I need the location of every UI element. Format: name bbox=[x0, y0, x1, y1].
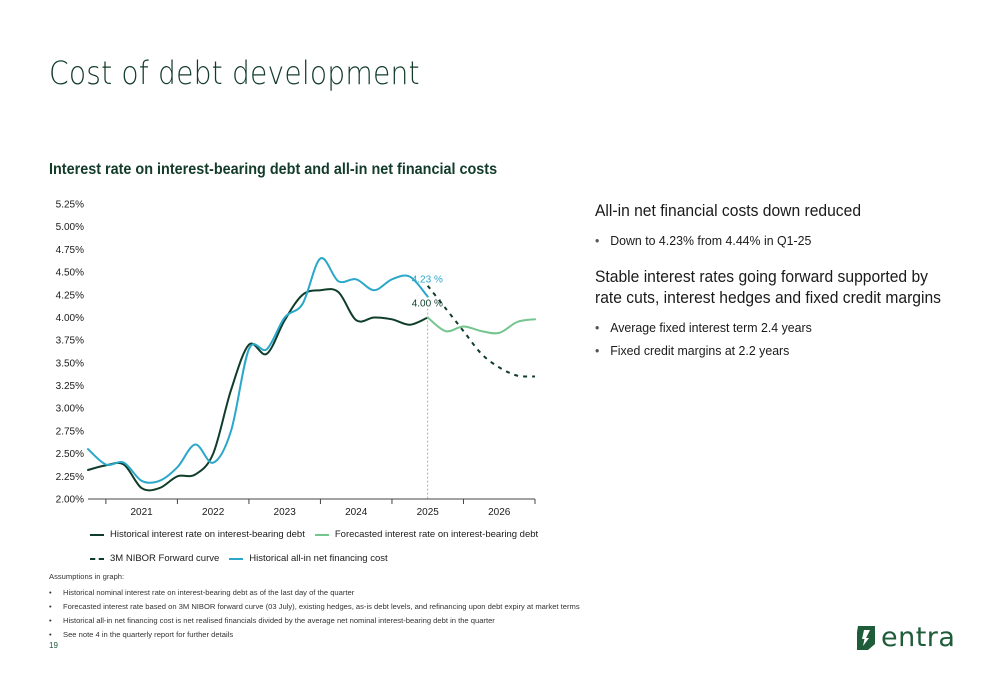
assumptions-footnote: Assumptions in graph: Historical nominal… bbox=[49, 572, 580, 642]
annotation-group: 4.23 % 4.00 % bbox=[412, 275, 443, 310]
series-nibor-forward bbox=[426, 285, 536, 378]
legend-item-historical-rate: Historical interest rate on interest-bea… bbox=[90, 529, 305, 540]
page-title: Cost of debt development bbox=[49, 54, 420, 92]
legend-swatch-all-in-cost bbox=[229, 557, 244, 560]
series-group bbox=[87, 257, 536, 492]
legend-item-all-in-cost: Historical all-in net financing cost bbox=[229, 553, 388, 564]
y-axis-ticks: 5.25% 5.00% 4.75% 4.50% 4.25% 4.00% 3.75% 3.50%… bbox=[56, 200, 84, 506]
legend-row-1: Historical interest rate on interest-bea… bbox=[90, 529, 548, 540]
y-tick-label: 5.00% bbox=[56, 222, 84, 233]
assumption-item: Forecasted interest rate based on 3M NIB… bbox=[49, 600, 580, 614]
series-forecast-rate bbox=[426, 316, 536, 335]
legend-item-forecast-rate: Forecasted interest rate on interest-bea… bbox=[314, 529, 539, 540]
data-label: 4.23 % bbox=[412, 275, 443, 286]
x-tick-label: 2026 bbox=[488, 507, 511, 518]
y-tick-label: 4.75% bbox=[56, 245, 84, 256]
assumption-item: Historical nominal interest rate on inte… bbox=[49, 586, 580, 600]
entra-logo-text: entra bbox=[881, 622, 956, 653]
y-tick-label: 2.25% bbox=[56, 472, 84, 483]
commentary-bullet: Down to 4.23% from 4.44% in Q1-25 bbox=[595, 229, 937, 252]
assumptions-title: Assumptions in graph: bbox=[49, 572, 125, 581]
y-tick-label: 3.75% bbox=[56, 336, 84, 347]
x-tick-label: 2024 bbox=[345, 507, 368, 518]
series-historical-rate bbox=[87, 288, 429, 492]
commentary-heading-1: All-in net financial costs down reduced bbox=[595, 201, 862, 220]
legend-swatch-historical-rate bbox=[90, 533, 104, 536]
x-axis: 2021 2022 2023 2024 2025 2026 bbox=[88, 498, 536, 518]
chart-title: Interest rate on interest-bearing debt a… bbox=[49, 161, 498, 178]
assumption-item: Historical all-in net financing cost is … bbox=[49, 614, 580, 628]
y-tick-label: 2.00% bbox=[56, 495, 84, 506]
entra-logo: entra bbox=[855, 622, 955, 653]
y-tick-label: 2.75% bbox=[56, 426, 84, 437]
commentary-bullets-2: Average fixed interest term 2.4 years Fi… bbox=[595, 316, 955, 362]
legend-label-historical-rate: Historical interest rate on interest-bea… bbox=[110, 529, 305, 540]
legend-label-all-in-cost: Historical all-in net financing cost bbox=[249, 553, 388, 564]
y-tick-label: 3.00% bbox=[56, 404, 84, 415]
x-tick-label: 2025 bbox=[417, 507, 440, 518]
legend-label-nibor: 3M NIBOR Forward curve bbox=[110, 553, 220, 564]
x-tick-label: 2022 bbox=[202, 507, 225, 518]
commentary-heading-2: Stable interest rates going forward supp… bbox=[595, 267, 942, 307]
series-all-in-cost bbox=[87, 257, 429, 484]
y-tick-label: 5.25% bbox=[56, 200, 84, 211]
page-number: 19 bbox=[49, 641, 58, 650]
commentary-bullet: Fixed credit margins at 2.2 years bbox=[595, 339, 937, 362]
y-tick-label: 4.25% bbox=[56, 290, 84, 301]
y-tick-label: 4.50% bbox=[56, 268, 84, 279]
legend-item-nibor: 3M NIBOR Forward curve bbox=[90, 553, 219, 564]
legend-row-2: 3M NIBOR Forward curve Historical all-in… bbox=[90, 553, 398, 564]
commentary-panel: All-in net financial costs down reduced … bbox=[595, 200, 955, 376]
commentary-bullets-1: Down to 4.23% from 4.44% in Q1-25 bbox=[595, 229, 955, 252]
entra-logo-icon bbox=[857, 625, 875, 650]
y-tick-label: 4.00% bbox=[56, 313, 84, 324]
y-tick-label: 3.50% bbox=[56, 358, 84, 369]
x-tick-label: 2021 bbox=[131, 507, 154, 518]
y-tick-label: 2.50% bbox=[56, 449, 84, 460]
data-label: 4.00 % bbox=[412, 298, 443, 309]
commentary-bullet: Average fixed interest term 2.4 years bbox=[595, 316, 937, 339]
legend-swatch-forecast-rate bbox=[314, 533, 329, 536]
legend-swatch-nibor bbox=[90, 557, 104, 560]
assumptions-list: Historical nominal interest rate on inte… bbox=[49, 586, 580, 642]
y-tick-label: 3.25% bbox=[56, 381, 84, 392]
assumption-item: See note 4 in the quarterly report for f… bbox=[49, 628, 580, 642]
legend-label-forecast-rate: Forecasted interest rate on interest-bea… bbox=[334, 529, 539, 540]
x-tick-label: 2023 bbox=[274, 507, 297, 518]
